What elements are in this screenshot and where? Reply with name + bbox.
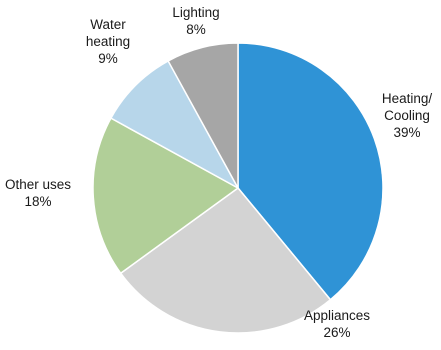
pie-labels: Heating/Cooling 39% Appliances 26% Other use… bbox=[5, 5, 432, 340]
pie-slice-other-uses bbox=[92, 117, 239, 274]
slice-label-lighting: Lighting 8% bbox=[172, 5, 219, 37]
slice-label-appliances: Appliances 26% bbox=[304, 308, 370, 340]
slice-label-line: Water bbox=[90, 17, 126, 32]
pie-slices bbox=[92, 42, 384, 334]
slice-label-line: Appliances bbox=[304, 308, 370, 323]
slice-label-water-heating: Water heating 9% bbox=[86, 17, 130, 66]
pie-slice-heating-cooling bbox=[237, 42, 384, 301]
slice-label-other-uses: Other uses 18% bbox=[5, 177, 71, 209]
slice-label-line: heating bbox=[86, 34, 130, 49]
slice-label-line: 8% bbox=[186, 22, 206, 37]
slice-label-heating-cooling: Heating/Cooling 39% bbox=[382, 91, 433, 140]
pie-slice-lighting bbox=[167, 42, 239, 189]
slice-label-line: 18% bbox=[24, 194, 51, 209]
slice-label-line: 26% bbox=[323, 325, 350, 340]
slice-label-line: Lighting bbox=[172, 5, 219, 20]
slice-label-line: 39% bbox=[393, 125, 420, 140]
pie-slice-water-heating bbox=[110, 60, 239, 189]
slice-label-line: Other uses bbox=[5, 177, 71, 192]
slice-label-line: Heating/ bbox=[382, 91, 433, 106]
slice-label-line: 9% bbox=[98, 51, 118, 66]
slice-label-line: Cooling bbox=[384, 108, 430, 123]
pie-slice-appliances bbox=[119, 187, 332, 334]
